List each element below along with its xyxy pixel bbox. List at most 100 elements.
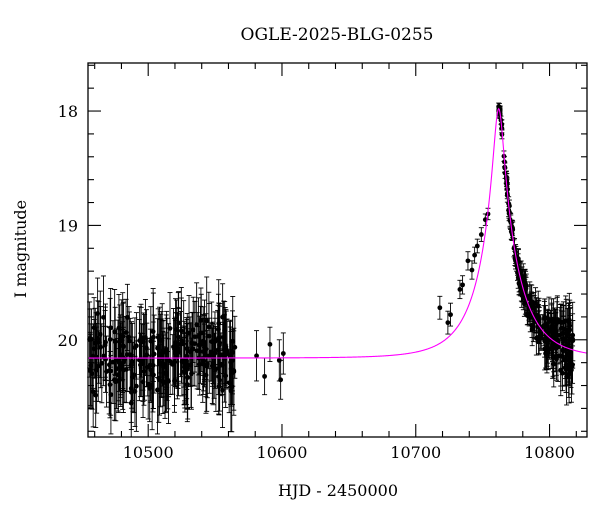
data-point [174,313,180,400]
marker [217,353,223,358]
data-point [137,332,143,398]
data-point [262,357,268,396]
data-point [553,312,559,356]
marker [542,314,548,320]
marker [182,370,188,375]
marker [144,352,150,358]
marker [566,371,572,377]
marker [147,386,153,391]
marker [107,382,113,388]
data-point [280,332,286,375]
marker [107,337,113,342]
marker [566,317,572,323]
data-point [545,311,551,354]
data-point [254,330,260,382]
marker [536,335,542,341]
marker [140,359,146,365]
data-point [554,337,560,381]
marker [553,331,559,337]
marker [128,386,134,391]
marker [262,373,267,379]
marker [437,305,443,311]
marker [157,377,162,383]
data-point [278,359,284,400]
model-curve-layer [88,107,588,359]
marker [196,342,202,348]
data-point [121,301,127,392]
marker [555,337,561,343]
data-point [229,310,235,395]
data-point [566,292,572,348]
data-point [518,260,524,283]
marker [570,332,576,338]
marker [155,334,161,340]
data-point [106,326,112,403]
marker [121,344,126,349]
data-point [564,337,570,374]
marker [472,252,478,258]
marker [474,243,480,249]
data-point [114,328,120,409]
marker [175,345,181,351]
marker [106,362,112,368]
data-point [101,325,107,387]
y-tick-label: 19 [58,216,78,235]
data-point [164,310,170,388]
marker [101,353,107,359]
data-point [437,295,443,320]
data-point [161,327,167,407]
marker [164,346,170,352]
marker [565,364,571,370]
y-tick-label: 20 [58,331,78,350]
marker [178,338,184,343]
data-point [144,322,150,388]
x-tick-label: 10500 [123,443,174,462]
data-point [196,315,202,375]
marker [542,346,548,352]
data-point [190,296,196,364]
marker [161,364,167,370]
marker [564,352,570,358]
data-point [182,336,188,409]
data-point [124,317,130,393]
marker [155,387,160,393]
data-point [570,301,576,369]
marker [186,330,192,336]
marker [526,311,532,317]
marker [138,338,144,344]
marker [520,295,526,301]
data-point [460,275,466,295]
data-point [194,282,200,367]
data-point [457,279,463,300]
marker [117,339,123,344]
marker [226,380,232,386]
data-point [138,303,144,378]
data-point [217,324,223,387]
data-point [469,260,475,280]
data-point [150,288,156,376]
marker [212,350,218,356]
data-point [157,344,163,416]
marker [533,312,539,318]
marker [554,356,559,362]
data-point [221,300,227,374]
marker [469,267,475,273]
chart-title: OGLE-2025-BLG-0255 [241,25,434,45]
marker [254,353,259,359]
data-point [117,304,123,379]
marker [89,371,95,377]
marker [457,287,463,292]
marker [113,379,119,385]
marker [569,364,575,369]
data-point [133,312,139,380]
data-point [549,302,555,350]
marker [150,329,156,334]
data-point [178,297,184,384]
marker [560,330,566,336]
marker [558,367,564,373]
x-tick-label: 10700 [390,443,441,462]
x-axis-label: HJD - 2450000 [278,481,398,500]
marker [549,323,555,329]
data-point [155,308,161,367]
